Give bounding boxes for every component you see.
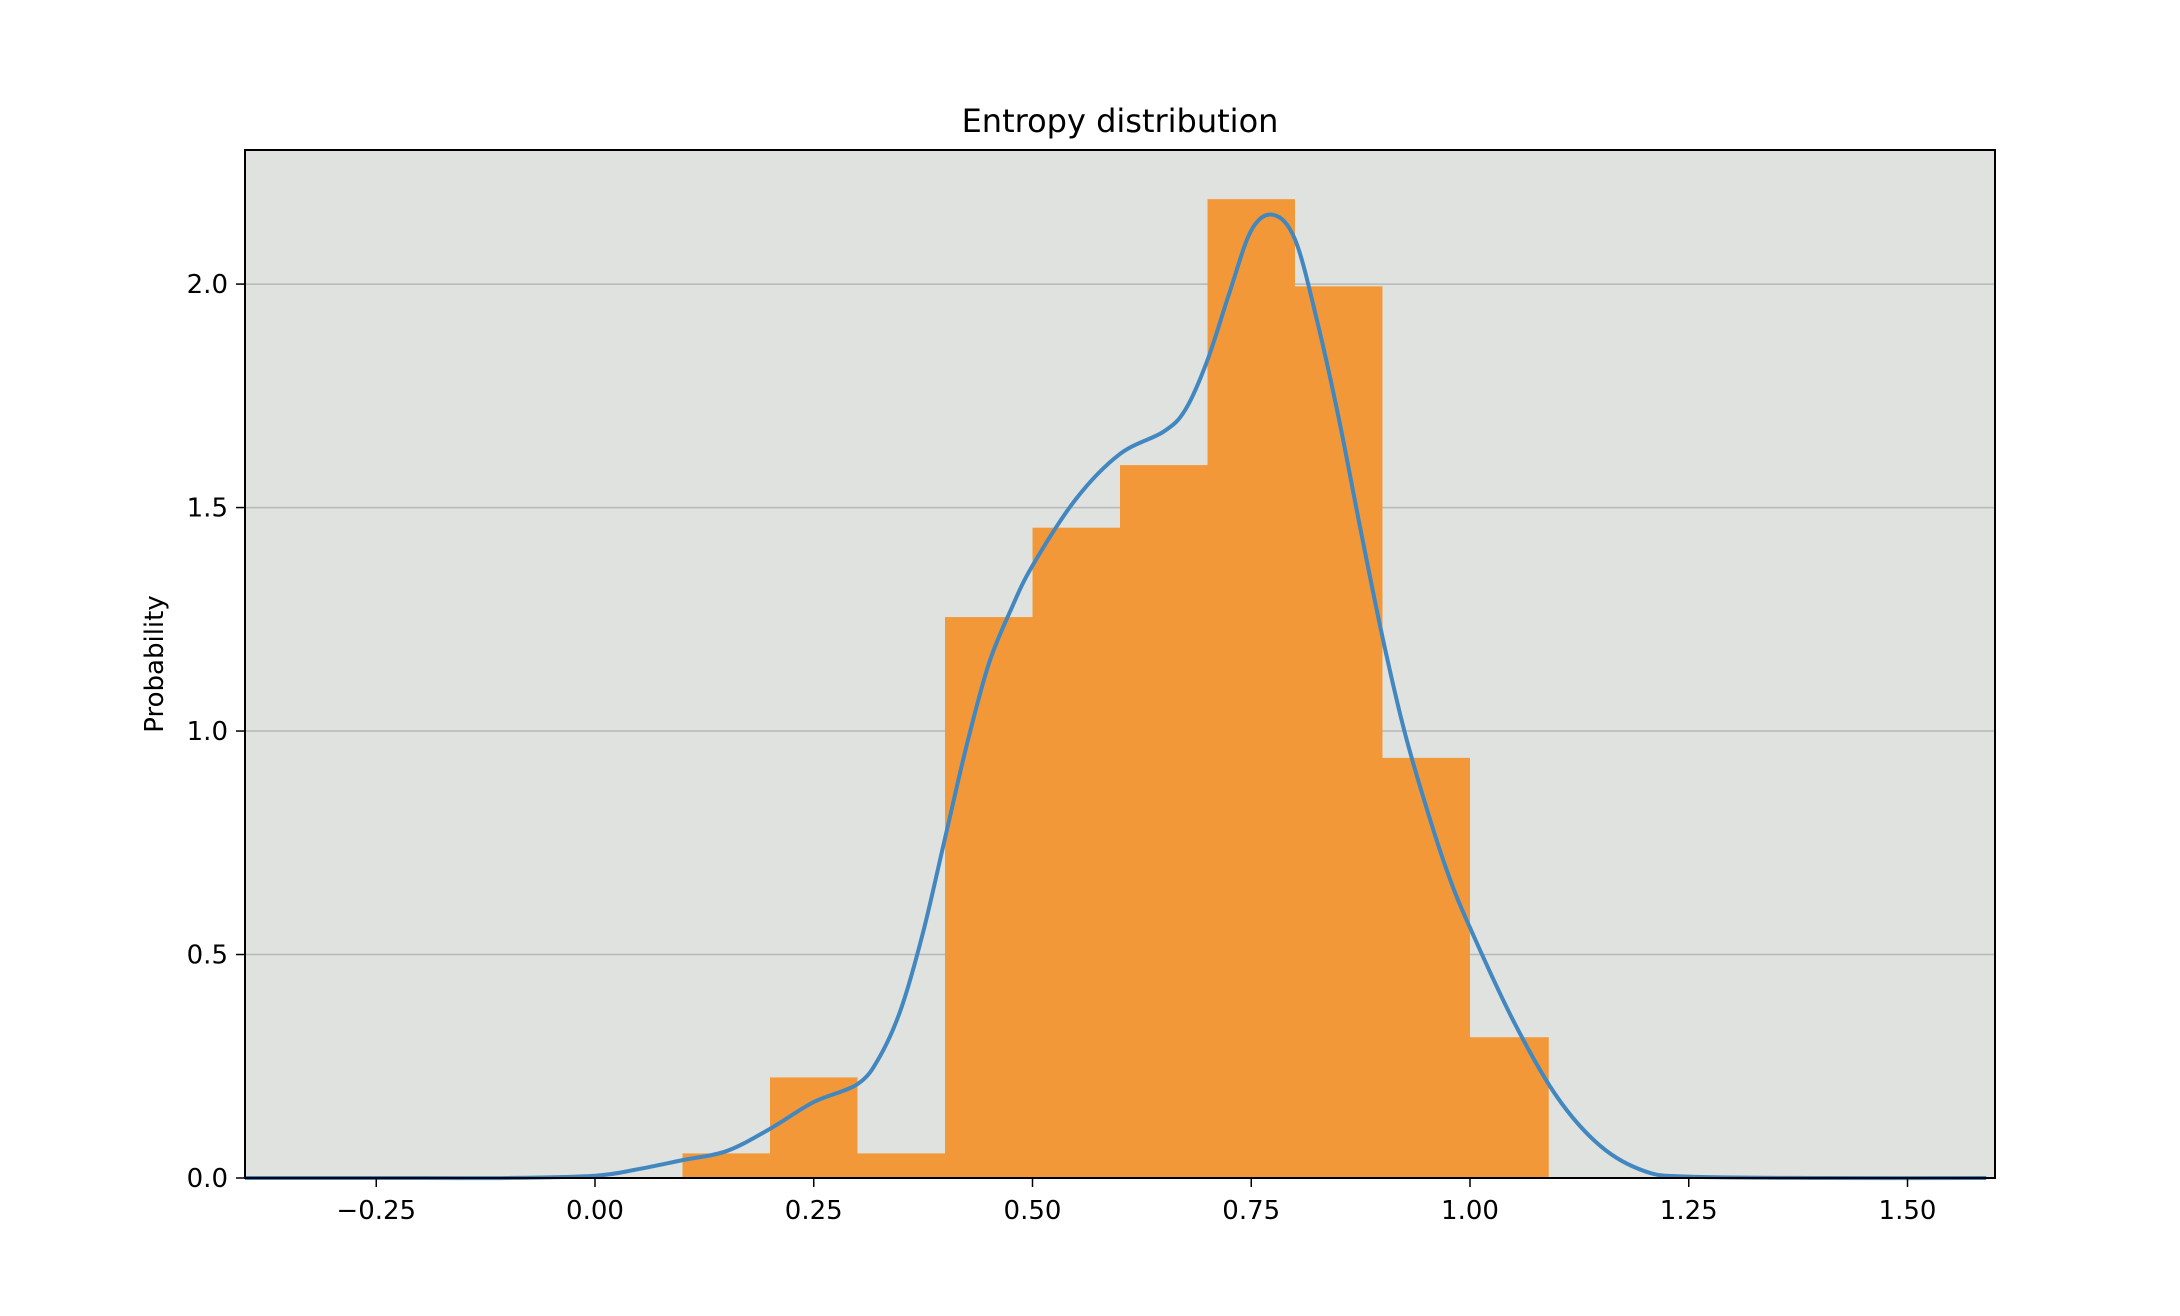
x-tick-label: 0.75	[1222, 1196, 1280, 1226]
histogram-bar	[1382, 757, 1470, 1178]
y-axis-label: Probability	[140, 595, 170, 732]
histogram-bars	[682, 199, 1549, 1178]
x-tick-label: 1.25	[1660, 1196, 1718, 1226]
y-tick-label: 0.5	[187, 941, 228, 971]
histogram-bar	[1120, 465, 1208, 1178]
density-curve-layer	[245, 212, 1987, 1181]
histogram-bar	[857, 1153, 945, 1178]
x-tick-label: 0.25	[785, 1196, 843, 1226]
y-tick-label: 1.5	[187, 494, 228, 524]
plot-frame	[244, 149, 1996, 1179]
x-tick-label: 1.50	[1879, 1196, 1937, 1226]
x-tick-label: 0.50	[1004, 1196, 1062, 1226]
histogram-bar	[945, 617, 1033, 1178]
y-tick-label: 0.0	[187, 1164, 228, 1194]
y-axis: 0.0 0.5 1.0 1.5 2.0	[187, 270, 245, 1194]
chart-title: Entropy distribution	[962, 102, 1279, 140]
density-curve	[245, 212, 1987, 1181]
x-tick-label: −0.25	[336, 1196, 416, 1226]
histogram-bar	[1295, 286, 1383, 1178]
x-tick-label: 0.00	[566, 1196, 624, 1226]
histogram-bar	[1032, 527, 1120, 1178]
histogram-bar	[1207, 199, 1295, 1178]
histogram-bar	[1470, 1037, 1549, 1178]
x-tick-label: 1.00	[1441, 1196, 1499, 1226]
x-axis: −0.25 0.00 0.25 0.50 0.75 1.00 1.25 1.50	[336, 1178, 1936, 1226]
histogram-bar	[770, 1077, 858, 1178]
y-tick-label: 2.0	[187, 270, 228, 300]
y-tick-label: 1.0	[187, 717, 228, 747]
